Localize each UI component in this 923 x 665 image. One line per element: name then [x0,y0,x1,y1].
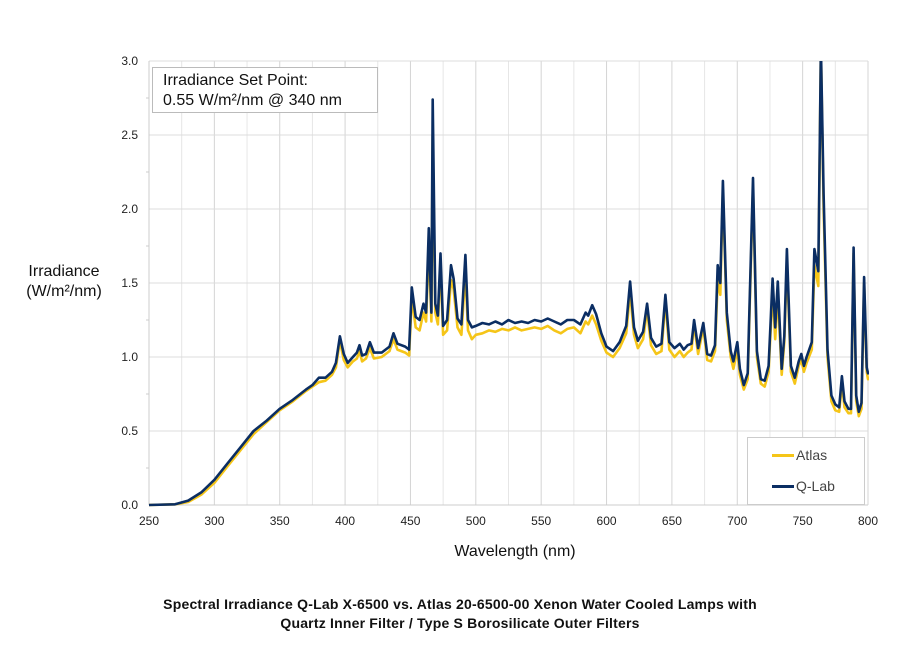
legend: Atlas Q-Lab [747,437,865,505]
x-tick-label: 350 [270,514,290,528]
series-lines [149,61,869,507]
x-axis-title: Wavelength (nm) [454,543,576,560]
legend-swatch-qlab [772,484,794,488]
x-tick-label: 550 [531,514,551,528]
x-tick-label: 300 [204,514,224,528]
legend-label-qlab: Q-Lab [796,478,835,494]
y-tick-labels: 0.0 0.5 1.0 1.5 2.0 2.5 3.0 [121,54,138,512]
y-axis-title-line-1: Irradiance [28,263,100,280]
y-tick-label: 3.0 [121,54,138,68]
y-axis-title-line-2: (W/m²/nm) [26,283,102,300]
chart-title: Spectral Irradiance Q-Lab X-6500 vs. Atl… [60,595,860,633]
annotation-line-1: Irradiance Set Point: [163,72,308,89]
x-tick-labels: 250 300 350 400 450 500 550 600 650 700 750 800 [139,514,878,528]
x-tick-label: 750 [793,514,813,528]
chart-title-line-1: Spectral Irradiance Q-Lab X-6500 vs. Atl… [163,596,757,612]
legend-label-atlas: Atlas [796,447,828,463]
series-line-q-lab [149,61,869,507]
x-tick-label: 650 [662,514,682,528]
x-tick-label: 400 [335,514,355,528]
x-tick-label: 700 [727,514,747,528]
grid [146,60,869,506]
series-line-atlas [149,61,869,507]
y-tick-label: 2.5 [121,128,138,142]
y-tick-label: 0.0 [121,498,138,512]
legend-item-atlas: Atlas [772,446,827,464]
y-tick-label: 1.0 [121,350,138,364]
x-tick-label: 250 [139,514,159,528]
x-tick-label: 800 [858,514,878,528]
x-tick-label: 450 [400,514,420,528]
y-tick-label: 1.5 [121,276,138,290]
x-tick-label: 500 [466,514,486,528]
y-tick-label: 2.0 [121,202,138,216]
annotation-line-2: 0.55 W/m²/nm @ 340 nm [163,92,342,109]
chart-title-line-2: Quartz Inner Filter / Type S Borosilicat… [280,615,640,631]
y-tick-label: 0.5 [121,424,138,438]
legend-swatch-atlas [772,453,794,457]
y-axis-title: Irradiance (W/m²/nm) [14,262,114,302]
legend-item-qlab: Q-Lab [772,477,835,495]
x-tick-label: 600 [597,514,617,528]
set-point-annotation: Irradiance Set Point: 0.55 W/m²/nm @ 340… [152,67,378,113]
